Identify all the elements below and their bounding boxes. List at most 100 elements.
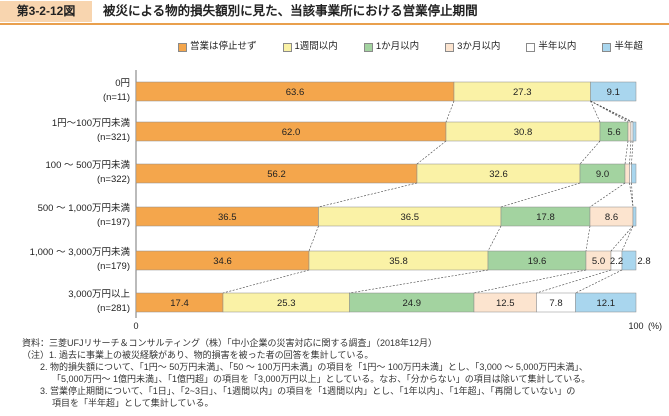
data-label-row-2-series-3: 5.6: [607, 127, 620, 138]
x-tick-label-max: 100: [628, 321, 643, 331]
data-label-row-5-series-4: 5.0: [592, 256, 605, 267]
bar-segment-row-2-series-4: [627, 121, 632, 142]
sample-size-label: (n=322): [97, 174, 130, 185]
connector-line: [536, 269, 612, 294]
connector-line: [631, 140, 634, 165]
bar-segment-row-6-series-6: [575, 292, 637, 313]
connector-line: [487, 225, 502, 252]
legend-label: 半年以内: [538, 41, 577, 52]
figure-label: 第3-2-12図: [0, 1, 92, 22]
note-2-continued: 「5,000万円～ 1億円未満」、「1億円超」の項目を「3,000万円以上」とし…: [52, 374, 591, 384]
category-label: 500 ～ 1,000万円未満: [38, 202, 131, 214]
connector-line: [590, 100, 634, 123]
data-label-row-2-series-2: 30.8: [514, 127, 533, 138]
data-label-row-1-series-2: 27.3: [513, 87, 532, 98]
legend-item-within-half-year: 半年以内: [526, 41, 576, 53]
bar-segment-row-1-series-6: [590, 81, 637, 102]
category-label: 100 ～ 500万円未満: [46, 159, 131, 171]
sample-size-label: (n=179): [97, 261, 130, 272]
legend-label: 3か月以内: [457, 41, 501, 52]
connector-line: [579, 140, 601, 165]
category-label: 3,000万円以上: [68, 289, 130, 300]
data-label-row-6-series-1: 17.4: [170, 298, 189, 309]
legend: 営業は停止せず 1週間以内 1か月以内 3か月以内 半年以内 半年超: [178, 40, 665, 54]
connector-line: [610, 225, 634, 252]
data-label-row-5-series-1: 34.6: [213, 256, 232, 267]
connector-line: [621, 225, 634, 252]
connector-line: [629, 182, 634, 208]
x-tick-label-min: 0: [133, 321, 138, 331]
legend-swatch: [526, 42, 536, 52]
connector-line: [589, 182, 626, 208]
connector-line: [629, 140, 632, 165]
data-label-row-3-series-1: 56.2: [267, 169, 286, 180]
connector-line: [590, 100, 632, 123]
connector-line: [318, 182, 418, 208]
data-label-row-5-series-5: 2.2: [610, 256, 623, 267]
connector-line: [624, 140, 629, 165]
connector-line: [590, 100, 601, 123]
data-label-row-1-series-1: 63.6: [286, 87, 305, 98]
category-label: 0円: [115, 78, 130, 89]
legend-label: 営業は停止せず: [190, 41, 257, 52]
x-unit-label: (%): [648, 321, 662, 331]
connector-line: [631, 182, 634, 208]
data-label-row-6-series-4: 12.5: [496, 298, 515, 309]
data-label-row-6-series-6: 12.1: [597, 298, 616, 309]
source-note: 資料：三菱UFJリサーチ＆コンサルティング（株）「中小企業の災害対応に関する調査…: [22, 338, 437, 348]
stacked-bar-chart: 0円 (n=11) 63.6 27.3 9.1 1円～100万円未満 (n=321) 62.0…: [30, 70, 662, 331]
note-1: （注）1. 過去に事業上の被災経験があり、物的損害を被った者の回答を集計している…: [22, 350, 374, 360]
legend-swatch: [363, 42, 373, 52]
legend-label: 1か月以内: [375, 41, 420, 52]
data-label-row-6-series-2: 25.3: [277, 298, 296, 309]
sample-size-label: (n=321): [97, 132, 130, 143]
category-label: 1円～100万円未満: [52, 117, 131, 129]
data-label-row-4-series-3: 17.8: [536, 212, 555, 223]
legend-label: 1週間以内: [294, 41, 338, 52]
note-3: 3. 営業停止期間について、「1日」、「2~3日」、「1週間以内」の項目を「1週…: [40, 386, 576, 396]
data-label-row-3-series-2: 32.6: [489, 169, 508, 180]
sample-size-label: (n=281): [97, 303, 130, 314]
legend-item-within-3-months: 3か月以内: [445, 41, 500, 53]
note-3-continued: 項目を「半年超」として集計している。: [52, 398, 214, 408]
legend-swatch: [282, 42, 292, 52]
data-label-row-2-series-1: 62.0: [282, 127, 301, 138]
legend-swatch: [445, 42, 455, 52]
data-label-row-4-series-1: 36.5: [218, 212, 237, 223]
connector-line: [500, 182, 581, 208]
legend-item-within-1-month: 1か月以内: [363, 41, 420, 53]
note-2: 2. 物的損失額について、「1円～ 50万円未満」、「50 ～ 100万円未満」…: [40, 362, 588, 372]
bar-segment-row-3-series-4: [624, 163, 630, 184]
bar-segment-row-4-series-6: [632, 206, 637, 227]
title-underline: [0, 23, 669, 25]
connector-line: [585, 225, 591, 252]
connector-line: [575, 269, 623, 294]
data-label-row-6-series-3: 24.9: [403, 298, 422, 309]
connector-line: [473, 269, 587, 294]
data-label-row-4-series-4: 8.6: [605, 212, 618, 223]
data-label-row-6-series-5: 7.8: [549, 298, 562, 309]
sample-size-label: (n=197): [97, 217, 130, 228]
connector-line: [222, 269, 310, 294]
data-label-row-4-series-2: 36.5: [401, 212, 420, 223]
legend-item-within-1-week: 1週間以内: [282, 41, 338, 53]
data-label-row-1-series-6: 9.1: [607, 87, 620, 98]
bar-segment-row-3-series-5: [629, 163, 632, 184]
connector-line: [349, 269, 489, 294]
bar-segment-row-3-series-6: [631, 163, 637, 184]
connector-line: [590, 100, 629, 123]
sample-size-label: (n=11): [103, 92, 130, 103]
connector-line: [416, 140, 447, 165]
legend-item-over-half-year: 半年超: [602, 41, 643, 53]
legend-label: 半年超: [614, 41, 643, 52]
bar-segment-row-5-series-6: [621, 250, 637, 271]
data-label-row-3-series-3: 9.0: [596, 169, 609, 180]
data-label-row-5-series-2: 35.8: [389, 256, 408, 267]
bar-segment-row-2-series-5: [630, 121, 634, 142]
legend-swatch: [178, 42, 187, 52]
bar-segment-row-2-series-6: [632, 121, 637, 142]
connector-line: [445, 100, 455, 123]
data-label-row-5-series-6: 2.8: [637, 256, 650, 267]
data-label-row-5-series-3: 19.6: [528, 256, 547, 267]
connector-line: [308, 225, 319, 252]
